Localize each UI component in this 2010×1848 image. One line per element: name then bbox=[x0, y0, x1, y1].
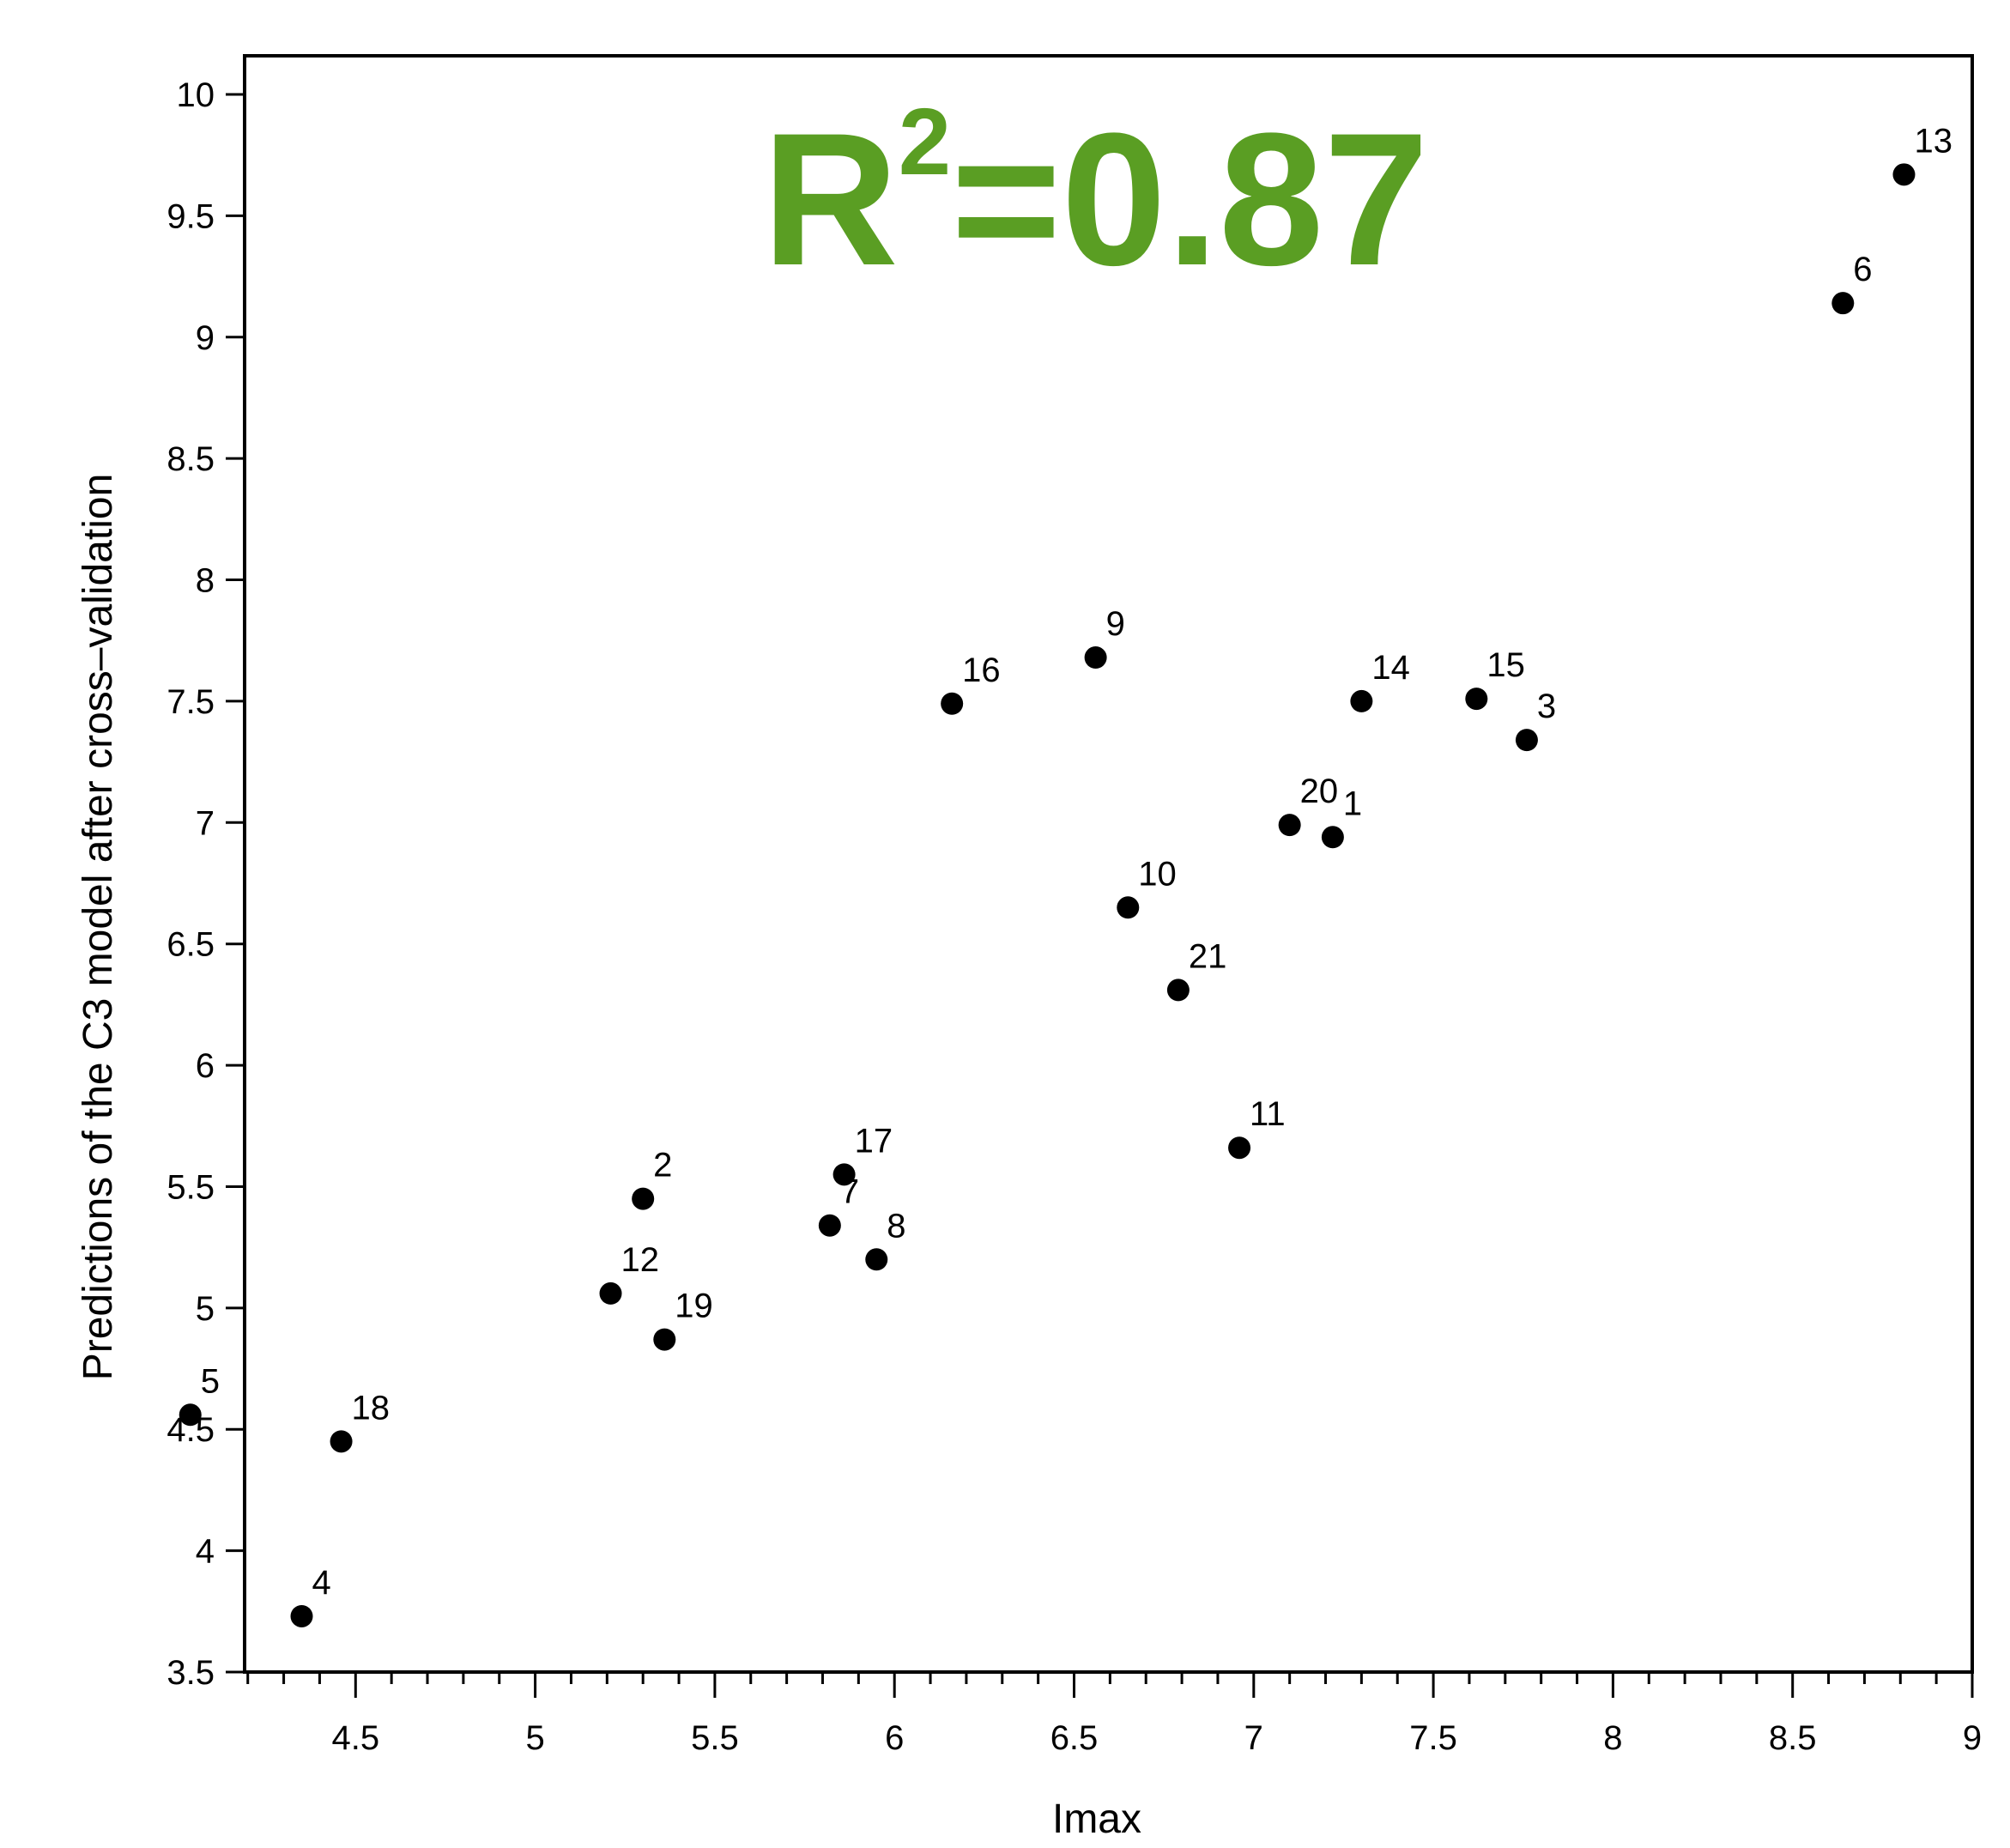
x-tick-label: 8.5 bbox=[1769, 1719, 1817, 1757]
data-point bbox=[632, 1187, 655, 1210]
data-point bbox=[1465, 688, 1488, 711]
data-point bbox=[1228, 1136, 1251, 1160]
plot-frame bbox=[243, 54, 1974, 1674]
y-tick-label: 6 bbox=[196, 1047, 215, 1085]
x-axis: 4.5 5 5.5 6 6.5 7 7.5 8 8.5 9 bbox=[246, 1672, 1982, 1757]
x-tick-label: 4.5 bbox=[331, 1719, 379, 1757]
y-tick-label: 5.5 bbox=[166, 1168, 215, 1206]
data-point bbox=[1515, 729, 1538, 752]
r-squared-annotation: R2=0.87 bbox=[762, 89, 1429, 305]
data-point-label: 12 bbox=[621, 1241, 660, 1279]
data-point bbox=[1166, 979, 1190, 1002]
data-point bbox=[1350, 689, 1373, 712]
y-tick-label: 6.5 bbox=[166, 926, 215, 964]
data-point-label: 18 bbox=[352, 1389, 390, 1427]
data-point bbox=[1278, 814, 1301, 837]
data-point-label: 9 bbox=[1106, 605, 1125, 643]
data-point-label: 14 bbox=[1371, 649, 1410, 687]
data-point bbox=[865, 1248, 888, 1271]
data-points bbox=[179, 163, 1916, 1627]
data-point-label: 3 bbox=[1537, 688, 1556, 725]
y-tick-label: 5 bbox=[196, 1290, 215, 1328]
x-tick-label: 7.5 bbox=[1409, 1719, 1457, 1757]
y-tick-label: 7.5 bbox=[166, 683, 215, 721]
data-point-label: 11 bbox=[1250, 1095, 1286, 1133]
y-tick-label: 4 bbox=[196, 1533, 215, 1571]
data-point-label: 7 bbox=[840, 1173, 859, 1211]
data-point-label: 1 bbox=[1343, 785, 1362, 822]
x-tick-label: 5.5 bbox=[691, 1719, 739, 1757]
data-point-label: 17 bbox=[855, 1122, 893, 1160]
data-point-label: 10 bbox=[1138, 855, 1177, 893]
data-point bbox=[941, 692, 964, 715]
annotation-superscript: 2 bbox=[899, 89, 951, 195]
y-axis: 3.544.555.566.577.588.599.510 bbox=[166, 76, 245, 1692]
annotation-base: R bbox=[762, 94, 899, 305]
y-tick-label: 9 bbox=[196, 319, 215, 357]
data-point bbox=[599, 1281, 622, 1305]
data-point-label: 5 bbox=[201, 1362, 220, 1400]
data-point bbox=[818, 1214, 841, 1237]
y-tick-label: 9.5 bbox=[166, 197, 215, 235]
y-tick-label: 8.5 bbox=[166, 440, 215, 478]
annotation-value: =0.87 bbox=[951, 94, 1429, 305]
data-point bbox=[290, 1604, 313, 1627]
x-tick-label: 9 bbox=[1963, 1719, 1982, 1757]
y-tick-label: 8 bbox=[196, 562, 215, 600]
x-tick-label: 8 bbox=[1603, 1719, 1622, 1757]
x-axis-title: Imax bbox=[1052, 1796, 1141, 1842]
x-tick-label: 6 bbox=[885, 1719, 904, 1757]
data-point-label: 15 bbox=[1486, 646, 1525, 684]
data-point bbox=[1321, 826, 1344, 849]
data-point bbox=[1831, 292, 1855, 315]
data-point bbox=[1084, 646, 1107, 670]
data-point bbox=[179, 1403, 202, 1427]
data-point-label: 21 bbox=[1189, 937, 1227, 975]
y-tick-label: 3.5 bbox=[166, 1654, 215, 1692]
x-tick-label: 7 bbox=[1244, 1719, 1263, 1757]
data-point-label: 13 bbox=[1914, 122, 1952, 160]
data-point bbox=[1117, 896, 1140, 919]
x-tick-label: 6.5 bbox=[1050, 1719, 1099, 1757]
y-axis-title: Predictions of the C3 model after cross–… bbox=[76, 474, 121, 1381]
data-point bbox=[1892, 163, 1916, 186]
data-point-label: 6 bbox=[1853, 251, 1872, 288]
data-point-label: 4 bbox=[312, 1564, 331, 1602]
data-point bbox=[832, 1163, 856, 1186]
x-tick-label: 5 bbox=[525, 1719, 544, 1757]
data-point-label: 2 bbox=[653, 1147, 672, 1185]
data-point-label: 16 bbox=[962, 651, 1001, 689]
data-point-label: 8 bbox=[887, 1207, 905, 1245]
y-tick-label: 10 bbox=[177, 76, 215, 114]
data-point bbox=[330, 1430, 353, 1453]
data-point-label: 19 bbox=[675, 1288, 713, 1325]
y-tick-label: 7 bbox=[196, 804, 215, 842]
data-point bbox=[653, 1328, 676, 1351]
data-point-label: 20 bbox=[1300, 773, 1339, 810]
